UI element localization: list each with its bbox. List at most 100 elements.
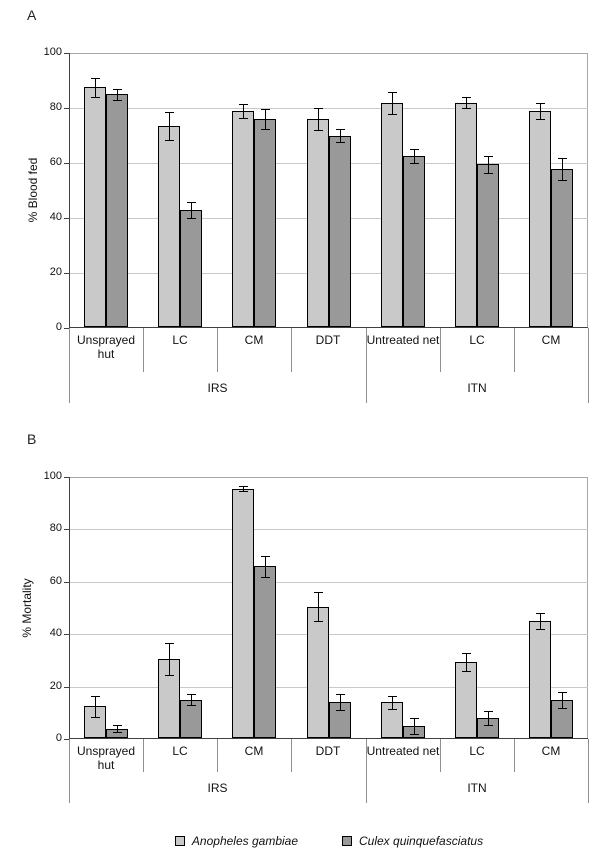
category-separator-b-6: [514, 739, 515, 772]
error-bar-cap-top: [113, 725, 122, 726]
legend-entry-culex: Culex quinquefasciatus: [342, 834, 483, 848]
error-bar-cap-bottom: [261, 577, 270, 578]
error-bar-cap-bottom: [388, 709, 397, 710]
category-separator-a-5: [440, 328, 441, 372]
error-bar-a-3-anopheles: [318, 108, 319, 130]
legend-entry-anopheles: Anopheles gambiae: [174, 834, 298, 848]
error-bar-cap-bottom: [410, 163, 419, 164]
category-separator-a-1: [143, 328, 144, 372]
error-bar-b-1-culex: [191, 694, 192, 705]
y-tick-a-20: [64, 273, 69, 274]
bar-a-3-anopheles: [307, 119, 329, 327]
group-separator-a-4: [366, 328, 367, 403]
error-bar-cap-top: [462, 653, 471, 654]
error-bar-cap-top: [536, 103, 545, 104]
error-bar-b-2-anopheles: [243, 486, 244, 491]
bar-a-4-anopheles: [381, 103, 403, 327]
error-bar-a-5-culex: [488, 156, 489, 173]
category-separator-a-3: [291, 328, 292, 372]
group-label-a-irs: IRS: [207, 380, 228, 395]
error-bar-cap-top: [91, 78, 100, 79]
category-label-a-5: LC: [469, 333, 485, 347]
error-bar-cap-bottom: [484, 173, 493, 174]
category-separator-b-5: [440, 739, 441, 772]
bar-a-4-culex: [403, 156, 425, 327]
error-bar-cap-bottom: [336, 142, 345, 143]
error-bar-cap-bottom: [165, 140, 174, 141]
error-bar-cap-bottom: [187, 705, 196, 706]
error-bar-a-6-anopheles: [540, 103, 541, 119]
y-tick-b-40: [64, 634, 69, 635]
error-bar-cap-top: [239, 486, 248, 487]
category-separator-a-6: [514, 328, 515, 372]
error-bar-b-5-culex: [488, 711, 489, 725]
y-tick-label-b-0: 0: [55, 732, 62, 744]
error-bar-b-6-anopheles: [540, 613, 541, 629]
error-bar-b-3-anopheles: [318, 592, 319, 621]
category-label-b-2: CM: [244, 744, 264, 758]
y-tick-a-0: [64, 328, 69, 329]
error-bar-b-6-culex: [562, 692, 563, 708]
error-bar-a-4-anopheles: [392, 92, 393, 114]
error-bar-b-3-culex: [340, 694, 341, 710]
error-bar-cap-top: [239, 104, 248, 105]
error-bar-b-5-anopheles: [466, 653, 467, 671]
bar-a-2-culex: [254, 119, 276, 327]
category-label-b-5: LC: [469, 744, 485, 758]
y-tick-a-100: [64, 53, 69, 54]
category-separator-b-1: [143, 739, 144, 772]
error-bar-a-1-anopheles: [169, 112, 170, 140]
error-bar-cap-top: [484, 156, 493, 157]
y-tick-a-40: [64, 218, 69, 219]
error-bar-cap-bottom: [314, 130, 323, 131]
y-tick-label-b-100: 100: [43, 470, 62, 482]
error-bar-cap-bottom: [314, 621, 323, 622]
y-tick-label-b-60: 60: [49, 575, 62, 587]
category-label-b-6: CM: [541, 744, 561, 758]
error-bar-cap-bottom: [558, 180, 567, 181]
y-tick-label-b-80: 80: [49, 522, 62, 534]
group-label-a-itn: ITN: [467, 380, 487, 395]
bar-a-2-anopheles: [232, 111, 254, 327]
category-label-b-4: Untreated net: [366, 744, 440, 758]
y-tick-label-a-100: 100: [43, 46, 62, 58]
group-label-b-itn: ITN: [467, 780, 487, 795]
group-separator-a-0: [69, 328, 70, 403]
error-bar-cap-bottom: [187, 218, 196, 219]
error-bar-cap-bottom: [261, 129, 270, 130]
error-bar-cap-top: [388, 92, 397, 93]
y-axis-b: [69, 477, 70, 739]
category-label-b-3: DDT: [315, 744, 341, 758]
bar-b-3-anopheles: [307, 607, 329, 738]
error-bar-a-0-culex: [117, 89, 118, 100]
error-bar-cap-top: [410, 718, 419, 719]
error-bar-cap-bottom: [536, 629, 545, 630]
error-bar-cap-top: [336, 129, 345, 130]
bar-a-6-culex: [551, 169, 573, 327]
x-axis-b: [69, 738, 588, 739]
y-tick-label-a-60: 60: [49, 156, 62, 168]
category-separator-a-2: [217, 328, 218, 372]
error-bar-cap-top: [165, 643, 174, 644]
error-bar-cap-bottom: [165, 675, 174, 676]
category-separator-b-3: [291, 739, 292, 772]
bar-a-5-culex: [477, 164, 499, 327]
error-bar-cap-bottom: [558, 708, 567, 709]
error-bar-cap-top: [314, 108, 323, 109]
group-separator-a-7: [588, 328, 589, 403]
error-bar-cap-top: [410, 149, 419, 150]
y-tick-b-0: [64, 739, 69, 740]
error-bar-b-4-culex: [414, 718, 415, 734]
legend-label-culex: Culex quinquefasciatus: [359, 834, 484, 848]
category-label-a-1: LC: [172, 333, 188, 347]
error-bar-cap-top: [187, 202, 196, 203]
category-label-b-1: LC: [172, 744, 188, 758]
legend: Anopheles gambiae Culex quinquefasciatus: [29, 833, 600, 849]
error-bar-cap-bottom: [410, 734, 419, 735]
bar-b-2-anopheles: [232, 489, 254, 738]
error-bar-cap-top: [261, 556, 270, 557]
x-axis-a: [69, 327, 588, 328]
y-tick-b-60: [64, 582, 69, 583]
error-bar-a-6-culex: [562, 158, 563, 180]
